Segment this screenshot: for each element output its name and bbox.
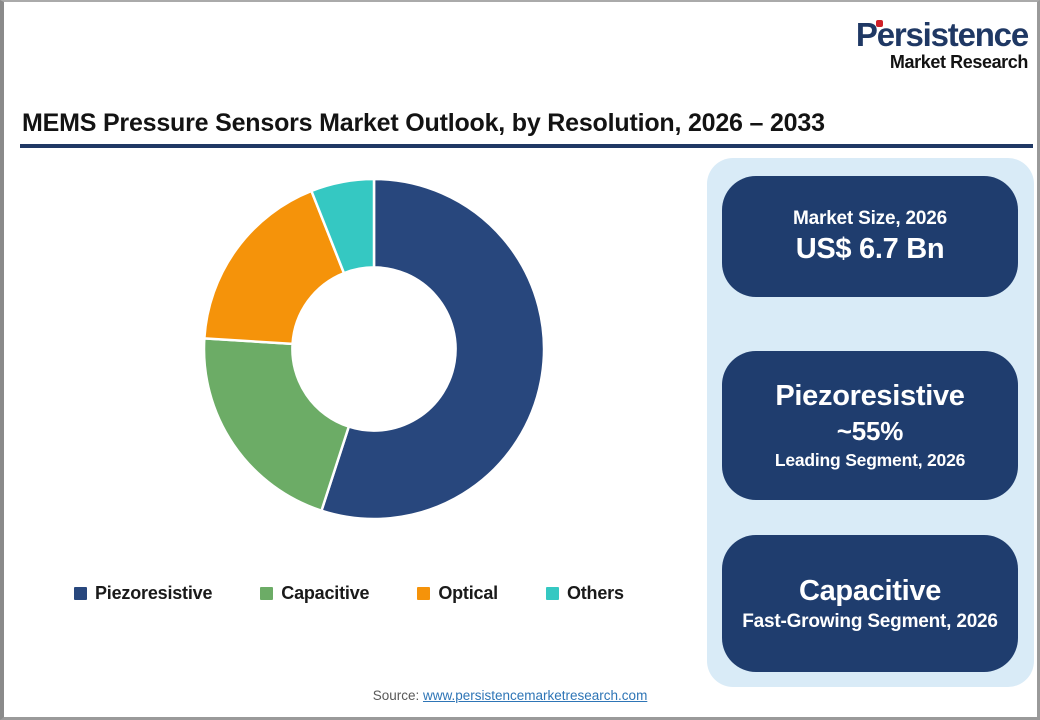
donut-slice-optical [203, 189, 346, 346]
legend-swatch-icon [545, 586, 559, 600]
legend-item-capacitive: Capacitive [260, 582, 370, 604]
title-underline [20, 144, 1033, 148]
page-title: MEMS Pressure Sensors Market Outlook, by… [22, 109, 825, 137]
legend-item-piezoresistive: Piezoresistive [74, 583, 212, 604]
fast-growing-segment-card: Capacitive Fast-Growing Segment, 2026 [722, 535, 1018, 672]
fast-growing-segment-name: Capacitive [798, 574, 942, 607]
brand-name: Persistence [855, 16, 1029, 53]
logo-red-dot-icon [876, 20, 883, 27]
leading-segment-share: ~55% [836, 416, 904, 446]
market-size-label: Market Size, 2026 [793, 207, 947, 229]
fast-growing-segment-caption: Fast-Growing Segment, 2026 [742, 610, 998, 632]
legend-swatch-icon [260, 586, 274, 600]
legend-swatch-icon [74, 586, 87, 600]
legend-label: Optical [438, 582, 498, 603]
source-line: Source: www.persistencemarketresearch.co… [4, 688, 1016, 703]
source-label: Source: [372, 688, 420, 703]
highlights-panel: Market Size, 2026 US$ 6.7 Bn Piezoresist… [707, 158, 1034, 687]
donut-slice-capacitive [202, 337, 351, 512]
legend-label: Capacitive [281, 582, 370, 603]
legend-label: Others [566, 582, 624, 603]
legend-item-optical: Optical [417, 583, 498, 604]
leading-segment-name: Piezoresistive [775, 380, 965, 412]
brand-subtitle: Market Research [889, 51, 1028, 72]
chart-legend: Piezoresistive Capacitive Optical Others [74, 580, 624, 606]
source-link[interactable]: www.persistencemarketresearch.com [422, 688, 648, 703]
leading-segment-card: Piezoresistive ~55% Leading Segment, 202… [722, 351, 1018, 500]
leading-segment-caption: Leading Segment, 2026 [774, 450, 966, 470]
donut-slice-piezoresistive [320, 177, 546, 521]
donut-chart [202, 177, 546, 521]
market-size-card: Market Size, 2026 US$ 6.7 Bn [722, 176, 1018, 297]
legend-item-others: Others [545, 582, 624, 604]
brand-logo: Persistence Market Research [816, 16, 1029, 72]
legend-label: Piezoresistive [95, 582, 213, 603]
legend-swatch-icon [417, 586, 431, 600]
donut-slice-others [310, 177, 376, 275]
market-size-value: US$ 6.7 Bn [795, 232, 945, 265]
